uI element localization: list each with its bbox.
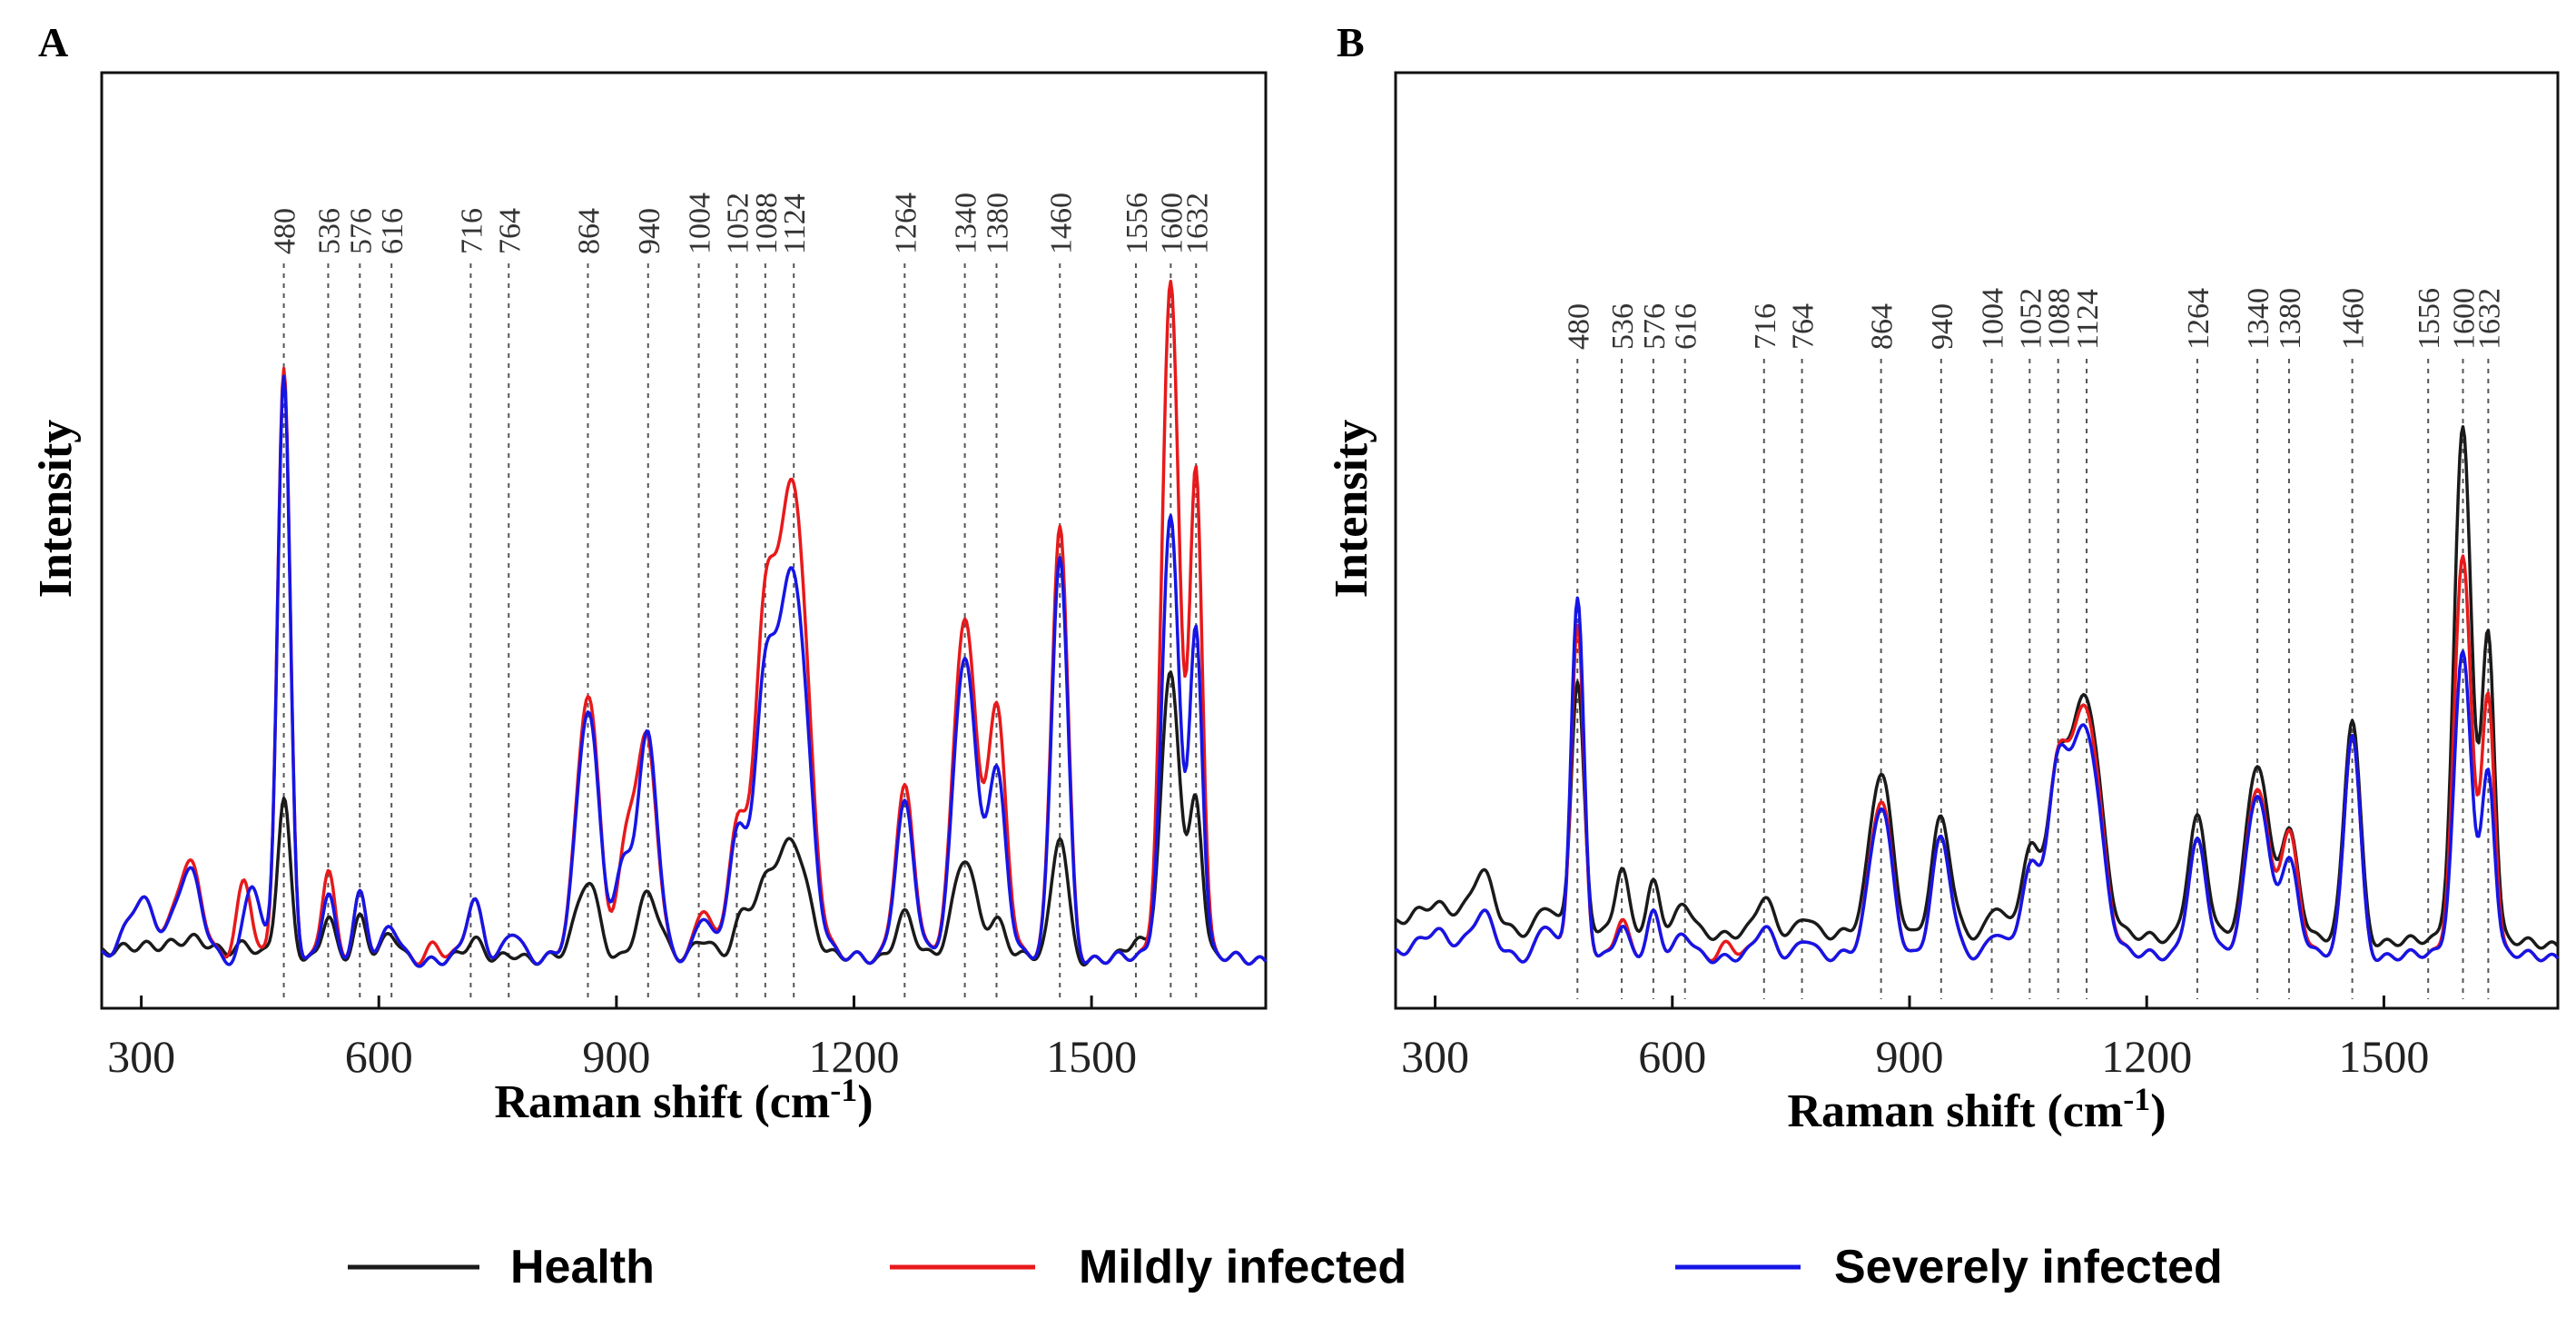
panel-a-plot-frame xyxy=(100,71,1268,1010)
panel-a-peak-label: 536 xyxy=(312,208,346,254)
legend-label-health: Health xyxy=(510,1241,655,1293)
panel-b-peak-label: 764 xyxy=(1787,303,1821,350)
panel-b-peak-label: 1556 xyxy=(2413,288,2446,350)
panel-a-series xyxy=(100,279,1268,968)
panel-b-x-axis-title: Raman shift (cm-1) xyxy=(1787,1081,2166,1137)
panel-b-peak-label: 616 xyxy=(1670,303,1703,350)
panel-a-peak-label: 1088 xyxy=(750,193,784,254)
legend-label-severely-infected: Severely infected xyxy=(1834,1241,2223,1293)
panel-a-peak-label: 1264 xyxy=(889,193,923,254)
panel-a-peak-label: 576 xyxy=(344,208,378,254)
panel-b-peak-label: 1124 xyxy=(2071,289,2105,350)
panel-a-peak-label: 940 xyxy=(633,208,666,254)
panel-b-x-tick-label: 600 xyxy=(1638,1031,1706,1082)
panel-a-x-axis: 300 600 900 1200 1500 xyxy=(107,996,1137,1082)
panel-a-peak-label: 716 xyxy=(455,208,489,254)
panel-a-peak-label: 1004 xyxy=(684,193,717,254)
panel-a-x-tick-label: 300 xyxy=(107,1031,175,1082)
panel-b-peak-label: 1088 xyxy=(2043,288,2077,350)
panel-b-peak-label: 940 xyxy=(1926,303,1959,350)
panel-a-x-axis-title: Raman shift (cm-1) xyxy=(494,1072,873,1128)
panel-a-x-axis-title-close: ) xyxy=(857,1076,873,1128)
panel-a-peak-label: 1632 xyxy=(1180,193,1214,254)
panel-a-x-tick-label: 1200 xyxy=(809,1031,900,1082)
panel-a-x-tick-label: 900 xyxy=(582,1031,650,1082)
panel-b: B Intensity Raman shift (cm-1) 300 600 900… xyxy=(1326,19,2560,1137)
panel-b-x-axis: 300 600 900 1200 1500 xyxy=(1401,996,2429,1082)
panel-a-peak-label: 764 xyxy=(493,208,527,254)
panel-a-x-axis-title-main: Raman shift (cm xyxy=(494,1076,830,1128)
panel-b-series-health xyxy=(1395,425,2560,950)
legend-item-severely-infected: Severely infected xyxy=(1675,1241,2223,1293)
panel-b-peak-label: 1004 xyxy=(1977,288,2010,350)
panel-a: A Intensity Raman shift (cm-1) 300 600 900… xyxy=(30,19,1268,1128)
panel-b-x-tick-label: 900 xyxy=(1875,1031,1943,1082)
panel-b-x-axis-title-main: Raman shift (cm xyxy=(1787,1085,2123,1137)
panel-a-y-axis-title: Intensity xyxy=(30,420,82,598)
panel-a-peak-label: 480 xyxy=(269,208,302,254)
panel-a-x-tick-label: 600 xyxy=(345,1031,413,1082)
panel-b-series-severely-infected xyxy=(1394,596,2560,965)
panel-b-peak-label: 716 xyxy=(1749,303,1782,350)
panel-a-series-severely-infected xyxy=(100,374,1268,968)
panel-b-x-tick-label: 1200 xyxy=(2101,1031,2192,1082)
panel-b-x-axis-title-sup: -1 xyxy=(2123,1081,2150,1117)
panel-a-peak-label: 1340 xyxy=(950,193,983,254)
panel-b-x-tick-label: 300 xyxy=(1401,1031,1469,1082)
panel-b-peak-label: 864 xyxy=(1866,303,1900,350)
panel-b-peak-label: 536 xyxy=(1606,303,1640,350)
panel-a-peak-label: 864 xyxy=(572,208,606,254)
panel-b-peak-label: 1460 xyxy=(2337,288,2371,350)
panel-a-peak-label: 1124 xyxy=(778,193,812,254)
panel-b-peak-label: 576 xyxy=(1638,303,1672,350)
panel-b-series xyxy=(1394,425,2560,965)
panel-b-peak-label: 1264 xyxy=(2182,288,2216,350)
panel-a-peak-label: 1600 xyxy=(1155,193,1189,254)
panel-a-peak-label: 616 xyxy=(376,208,410,254)
legend-item-health: Health xyxy=(348,1241,655,1293)
panel-a-letter: A xyxy=(38,19,68,65)
panel-b-peak-label: 1340 xyxy=(2242,288,2275,350)
legend-item-mildly-infected: Mildly infected xyxy=(890,1241,1406,1293)
panel-a-x-axis-title-sup: -1 xyxy=(830,1072,857,1108)
panel-b-peak-label: 1632 xyxy=(2472,288,2506,350)
panel-b-x-tick-label: 1500 xyxy=(2338,1031,2429,1082)
panel-a-peak-label: 1052 xyxy=(721,193,755,254)
panel-a-x-tick-label: 1500 xyxy=(1046,1031,1137,1082)
panel-b-letter: B xyxy=(1337,19,1365,65)
panel-b-peak-label: 1600 xyxy=(2448,288,2482,350)
panel-b-peak-label: 1380 xyxy=(2274,288,2307,350)
panel-b-y-axis-title: Intensity xyxy=(1326,420,1377,598)
panel-a-peak-label: 1380 xyxy=(981,193,1014,254)
legend-label-mildly-infected: Mildly infected xyxy=(1079,1241,1406,1293)
panel-b-x-axis-title-close: ) xyxy=(2150,1085,2166,1137)
panel-b-plot-frame xyxy=(1394,71,2560,1010)
panel-b-peak-label: 480 xyxy=(1562,303,1595,350)
panel-b-peak-label: 1052 xyxy=(2014,288,2048,350)
legend: Health Mildly infected Severely infected xyxy=(348,1241,2223,1293)
panel-a-peak-label: 1556 xyxy=(1120,193,1154,254)
panel-a-peak-label: 1460 xyxy=(1044,193,1078,254)
